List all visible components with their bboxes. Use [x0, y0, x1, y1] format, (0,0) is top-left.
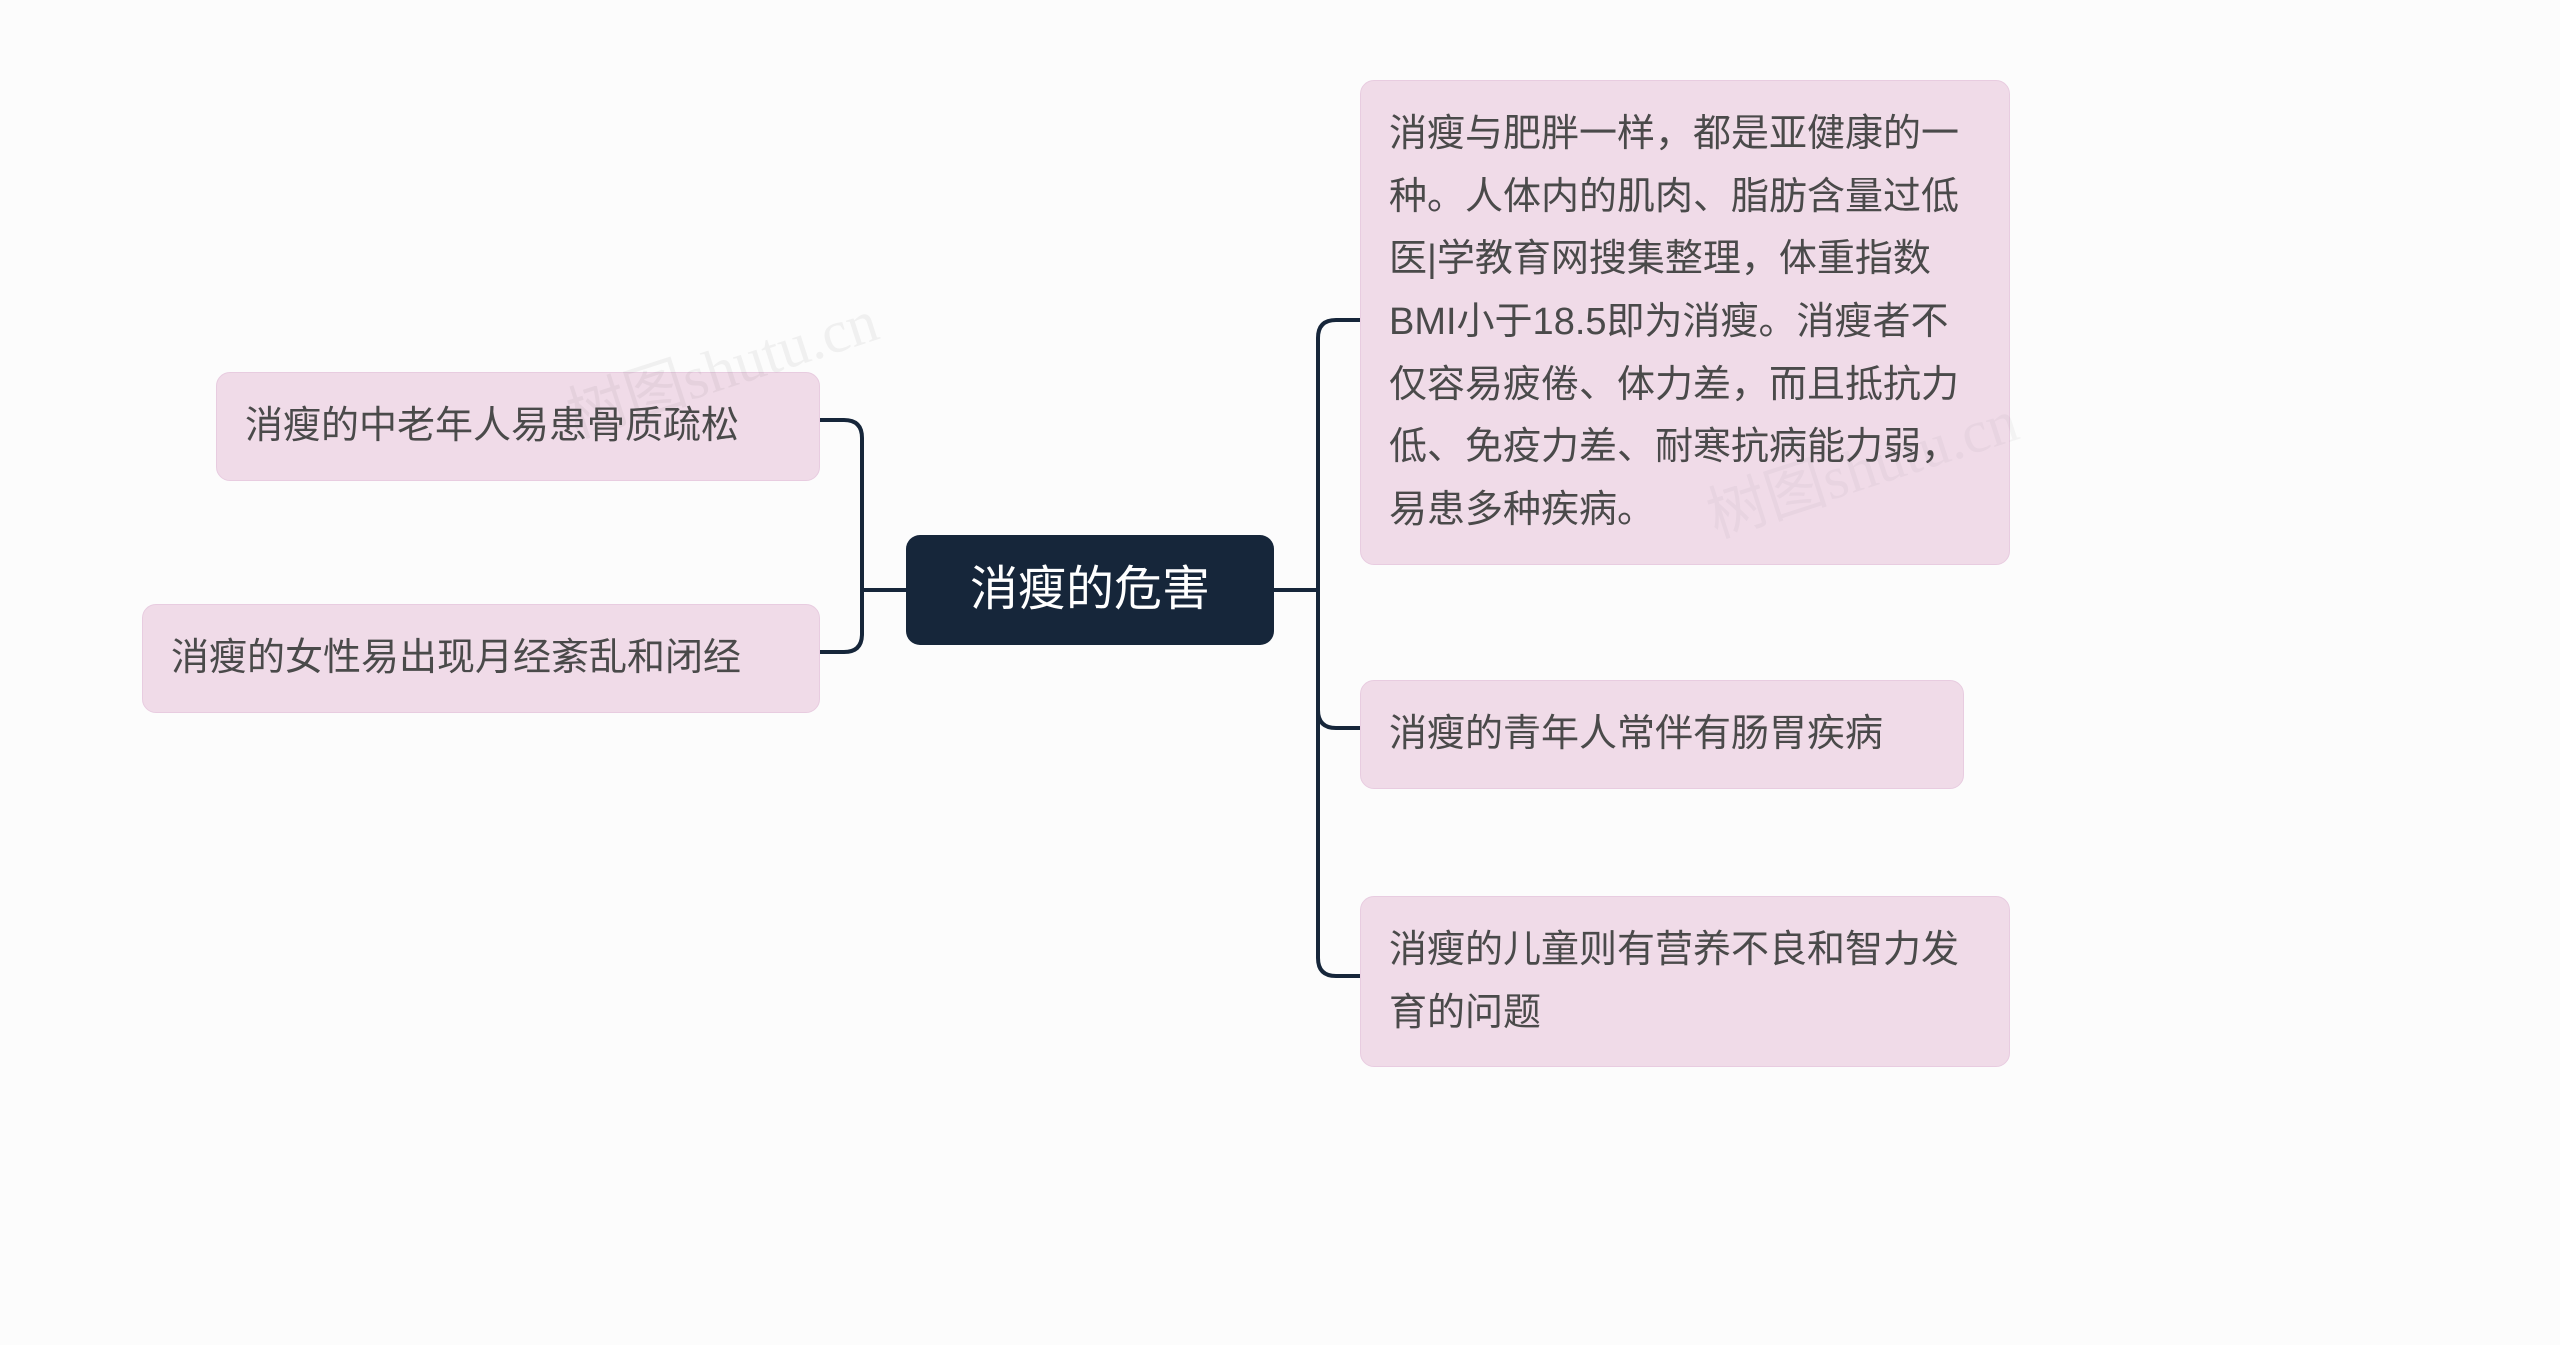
connector — [1318, 590, 1360, 728]
child-node-label: 消瘦的儿童则有营养不良和智力发育的问题 — [1389, 929, 1959, 1034]
connector — [820, 590, 862, 652]
center-node-label: 消瘦的危害 — [970, 550, 1210, 629]
child-node-label: 消瘦的中老年人易患骨质疏松 — [245, 405, 739, 447]
child-node-label: 消瘦与肥胖一样，都是亚健康的一种。人体内的肌肉、脂肪含量过低医|学教育网搜集整理… — [1389, 113, 1959, 531]
connector — [820, 420, 862, 590]
mindmap-canvas: 消瘦的危害 消瘦的中老年人易患骨质疏松消瘦的女性易出现月经紊乱和闭经 消瘦与肥胖一… — [0, 0, 2560, 1345]
connector — [1318, 320, 1360, 590]
child-node-right-2: 消瘦的青年人常伴有肠胃疾病 — [1360, 680, 1964, 789]
child-node-label: 消瘦的女性易出现月经紊乱和闭经 — [171, 637, 741, 679]
center-node: 消瘦的危害 — [906, 535, 1274, 645]
connector — [1318, 590, 1360, 976]
child-node-right-1: 消瘦与肥胖一样，都是亚健康的一种。人体内的肌肉、脂肪含量过低医|学教育网搜集整理… — [1360, 80, 2010, 565]
child-node-label: 消瘦的青年人常伴有肠胃疾病 — [1389, 713, 1883, 755]
child-node-left-2: 消瘦的女性易出现月经紊乱和闭经 — [142, 604, 820, 713]
child-node-right-3: 消瘦的儿童则有营养不良和智力发育的问题 — [1360, 896, 2010, 1067]
child-node-left-1: 消瘦的中老年人易患骨质疏松 — [216, 372, 820, 481]
